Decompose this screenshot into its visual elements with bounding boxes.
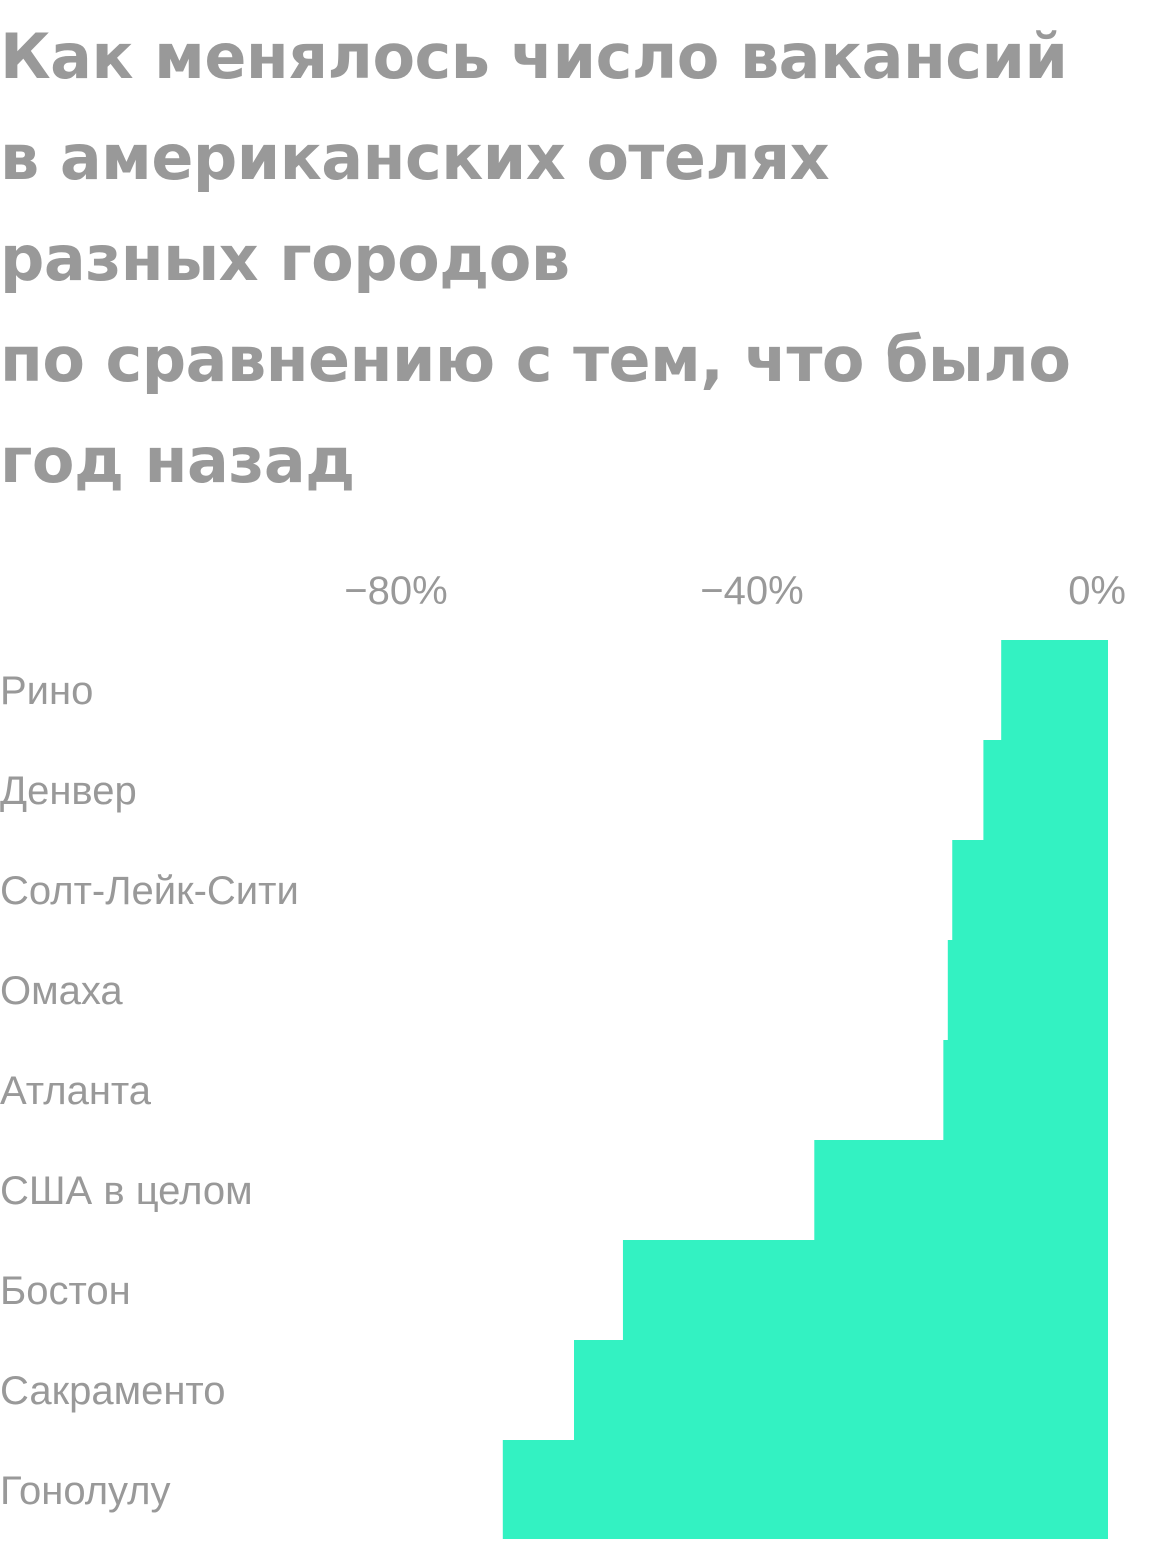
category-label: Солт-Лейк-Сити [0,869,299,913]
category-label: Денвер [0,769,137,813]
bar [814,1140,1108,1241]
chart-title-line: год назад [0,424,355,497]
category-labels: Рино Денвер Солт-Лейк-Сити Омаха Атланта США … [0,669,299,1513]
bar [502,1440,1108,1539]
bar [983,740,1108,841]
x-axis: −80% −40% 0% [344,569,1126,613]
bar [574,1340,1108,1441]
bar [952,840,1108,941]
category-label: Омаха [0,969,123,1013]
category-label: Рино [0,669,93,713]
bar [1001,640,1108,741]
chart-title-line: разных городов [0,222,570,295]
category-label: Сакраменто [0,1369,226,1413]
bar [947,940,1108,1041]
category-label: США в целом [0,1169,253,1213]
category-label: Бостон [0,1269,131,1313]
chart-title-line: по сравнению с тем, что было [0,323,1071,396]
bar [622,1240,1108,1341]
category-label: Гонолулу [0,1469,171,1513]
chart-title: Как менялось число вакансий в американск… [0,6,1160,511]
chart-title-line: Как менялось число вакансий [0,20,1068,93]
chart-title-line: в американских отелях [0,121,830,194]
bars [502,640,1108,1539]
x-tick-label: −80% [344,569,447,613]
x-tick-label: −40% [700,569,803,613]
bar [943,1040,1108,1141]
category-label: Атланта [0,1069,152,1113]
x-tick-label: 0% [1068,569,1126,613]
